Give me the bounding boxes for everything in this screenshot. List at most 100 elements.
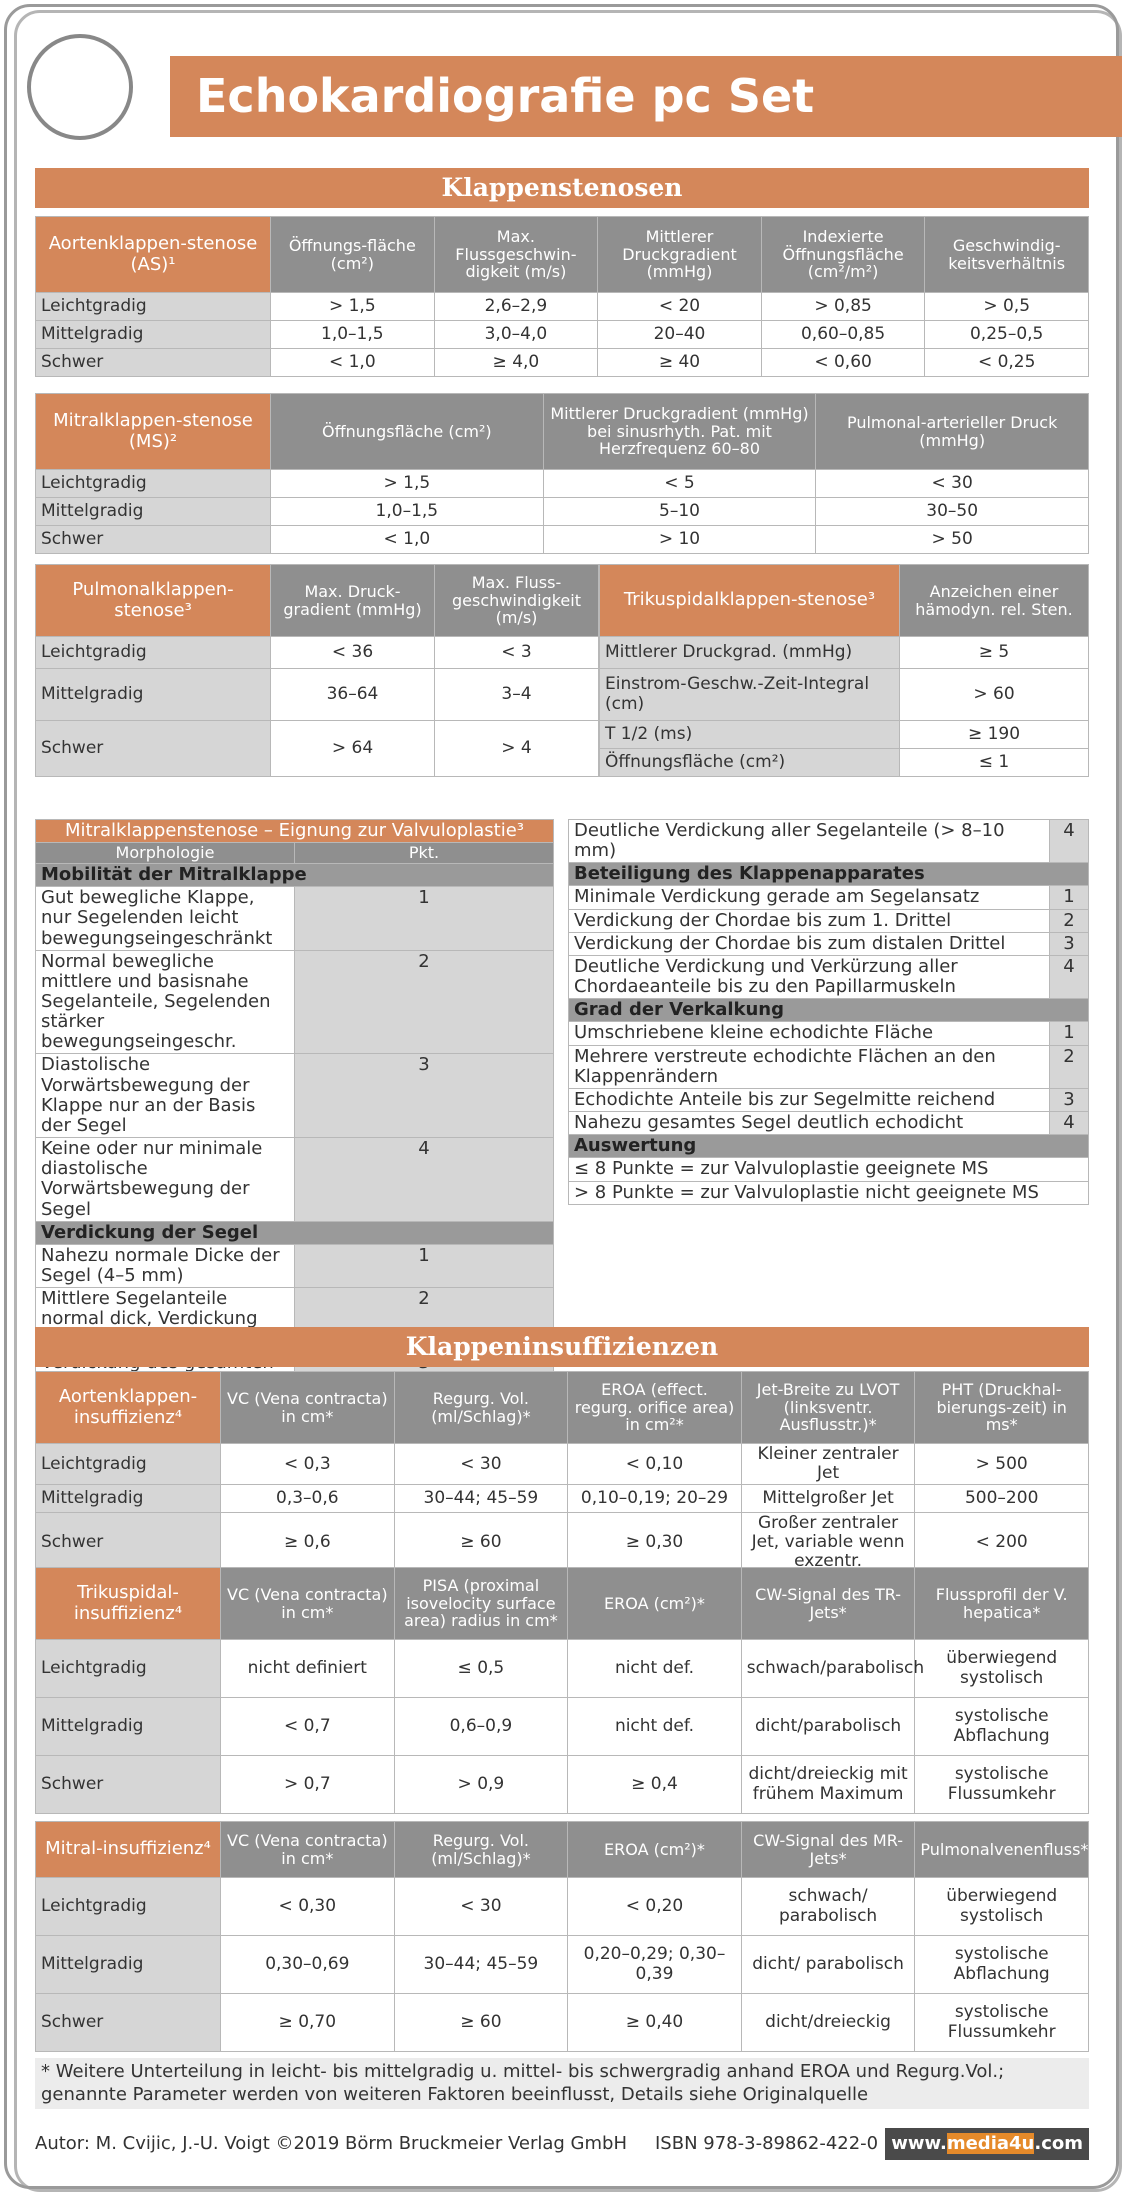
table-block: Trikuspidal-insuffizienz⁴ VC (Vena contra… [35,1567,1089,1814]
cell: Einstrom-Geschw.-Zeit-Integral (cm) [599,668,900,721]
header-cell: Pulmonal-arterieller Druck (mmHg) [815,393,1089,470]
cell: Mittelgroßer Jet [740,1484,916,1514]
data-table: Mitralklappen-stenose (MS)² Öffnungsfläch… [35,393,1089,554]
row: Schwer ≥ 0,70 ≥ 60 ≥ 0,40 dicht/dreieckig sys… [35,1993,1089,2052]
header-cell: Mitralklappen-stenose (MS)² [35,393,271,470]
header-cell: Flussprofil der V. hepatica* [914,1567,1089,1640]
cell: > 4 [434,720,599,777]
cell: Leichtgradig [35,636,271,669]
row: Mittelgradig 1,0–1,5 3,0–4,0 20–40 0,60–0,85… [35,320,1089,349]
header-cell: Max. Flussgeschwin-digkeit (m/s) [433,216,599,293]
item-points: 2 [1049,1044,1089,1089]
data-table: Aortenklappen-insuffizienz⁴ VC (Vena cont… [35,1371,1089,1574]
cell: < 36 [270,636,435,669]
row: Leichtgradig < 36 < 3 [35,636,599,669]
cell: Großer zentraler Jet, variable wenn exze… [740,1512,916,1574]
cell: ≤ 0,5 [393,1639,569,1698]
cell: 0,25–0,5 [924,320,1089,349]
group-heading: Beteiligung des Klappenapparates [568,862,1089,887]
item-text: Verdickung der Chordae bis zum 1. Dritte… [568,908,1050,933]
cell: < 1,0 [270,348,435,377]
isbn: ISBN 978-3-89862-422-0 [655,2133,879,2154]
header-row: Trikuspidalklappen-stenose³ Anzeichen ein… [599,564,1089,637]
row: Keine oder nur minimale diastolische Vor… [35,1137,554,1222]
row: Umschriebene kleine echodichte Fläche 1 [568,1021,1089,1046]
header-cell: EROA (effect. regurg. orifice area) in c… [567,1371,742,1444]
cell: 1,0–1,5 [270,320,435,349]
cell: Öffnungsfläche (cm²) [599,748,900,777]
header-row: Pulmonalklappen-stenose³ Max. Druck-gradi… [35,564,599,637]
cell: schwach/parabolisch [740,1639,924,1698]
row: Mittelgradig 36–64 3–4 [35,668,599,721]
cell: > 50 [815,525,1089,554]
cell: dicht/dreieckig [740,1993,916,2052]
item-points: 2 [294,949,554,1055]
row: Mittelgradig 0,30–0,69 30–44; 45–59 0,20–0,… [35,1935,1089,1994]
cell: ≤ 1 [899,748,1089,777]
cell: > 0,85 [760,292,926,321]
cell: systolische Flussumkehr [914,1993,1089,2052]
row: Nahezu gesamtes Segel deutlich echodicht… [568,1111,1089,1136]
cell: ≥ 0,40 [567,1993,742,2052]
item-points: 4 [1049,954,1089,1000]
row: Echodichte Anteile bis zur Segelmitte re… [568,1087,1089,1113]
cell: dicht/dreieckig mit frühem Maximum [740,1755,916,1814]
cell: Leichtgradig [35,1639,221,1698]
cell: Mittlerer Druckgrad. (mmHg) [599,636,900,669]
item-text: Diastolische Vorwärtsbewegung der Klappe… [35,1053,295,1139]
header-cell: Mittlerer Druckgradient (mmHg) bei sinus… [542,393,817,470]
cell: 0,30–0,69 [220,1935,395,1994]
cell: < 0,30 [220,1877,395,1936]
cell: ≥ 0,6 [220,1512,395,1574]
cell: dicht/parabolisch [740,1697,916,1756]
title-row: Mitralklappenstenose – Eignung zur Valvu… [35,818,554,844]
cell: < 30 [815,469,1089,498]
cell: ≥ 0,4 [567,1755,742,1814]
author: Autor: M. Cvijic, J.-U. Voigt ©2019 Börm… [35,2133,628,2154]
header-cell: Öffnungsfläche (cm²) [270,393,544,470]
table-block: Trikuspidalklappen-stenose³ Anzeichen ein… [599,564,1089,777]
header-cell: CW-Signal des MR-Jets* [740,1821,916,1878]
cell: Leichtgradig [35,1442,221,1486]
header-cell: Öffnungs-fläche (cm²) [270,216,435,293]
cell: 30–50 [815,497,1089,526]
header-cell: Indexierte Öffnungsfläche (cm²/m²) [760,216,926,293]
morphology-table: Mitralklappenstenose – Eignung zur Valvu… [35,818,554,1395]
cell: > 500 [914,1442,1089,1486]
group-heading: Auswertung [568,1134,1089,1159]
cell: < 20 [597,292,762,321]
row: Mittlerer Druckgrad. (mmHg) ≥ 5 [599,636,1089,669]
cell: ≥ 40 [597,348,762,377]
cell: 5–10 [542,497,817,526]
cell: nicht definiert [220,1639,395,1698]
cell: 3,0–4,0 [433,320,599,349]
table-block: Aortenklappen-insuffizienz⁴ VC (Vena cont… [35,1371,1089,1574]
cell: systolische Flussumkehr [914,1755,1089,1814]
item-text: Verdickung der Chordae bis zum distalen … [568,931,1050,956]
header-cell: EROA (cm²)* [567,1567,742,1640]
row: Mittelgradig 1,0–1,5 5–10 30–50 [35,497,1089,526]
cell: dicht/ parabolisch [740,1935,916,1994]
row: Leichtgradig nicht definiert ≤ 0,5 nicht de… [35,1639,1089,1698]
cell: 1,0–1,5 [270,497,544,526]
header-cell: Regurg. Vol. (ml/Schlag)* [393,1821,569,1878]
row: Mittelgradig < 0,7 0,6–0,9 nicht def. dicht/… [35,1697,1089,1756]
cell: < 30 [393,1877,569,1936]
header-row: Mitralklappen-stenose (MS)² Öffnungsfläch… [35,393,1089,470]
header-cell: Geschwindig-keitsverhältnis [924,216,1089,293]
cell: 36–64 [270,668,435,721]
header-cell: Regurg. Vol. (ml/Schlag)* [393,1371,569,1444]
item-points: 4 [1049,818,1089,864]
morphology-right: Deutliche Verdickung aller Segelanteile … [568,818,1089,1205]
cell: T 1/2 (ms) [599,720,900,749]
cell: 0,3–0,6 [220,1484,395,1514]
item-points: 1 [1049,885,1089,910]
cell: < 0,60 [760,348,926,377]
cell: Leichtgradig [35,292,271,321]
header-cell: EROA (cm²)* [567,1821,742,1878]
row: Diastolische Vorwärtsbewegung der Klappe… [35,1053,554,1139]
title: Echokardiografie pc Set [170,56,1122,137]
table-block: Aortenklappen-stenose (AS)¹ Öffnungs-fläc… [35,216,1089,377]
cell: überwiegend systolisch [914,1639,1089,1698]
web-name: media4u [946,2133,1035,2154]
